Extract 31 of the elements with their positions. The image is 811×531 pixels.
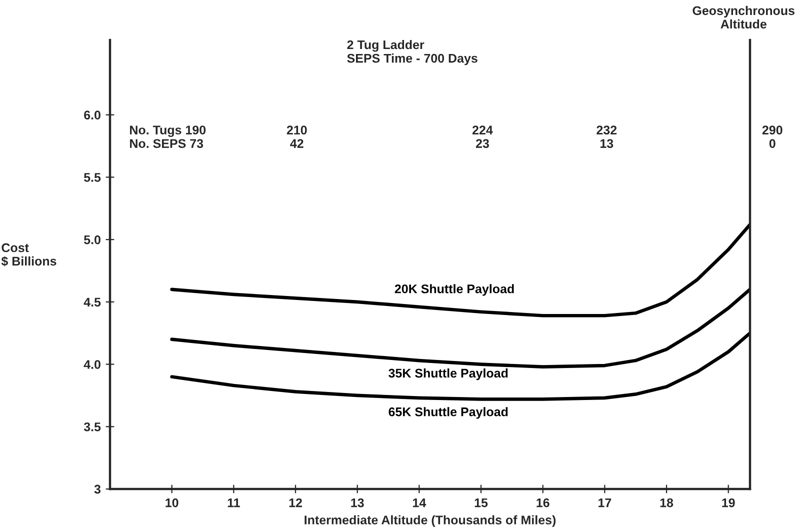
annotation: No. Tugs 190 No. SEPS 73	[130, 126, 206, 148]
x-tick-label: 13	[351, 498, 364, 508]
annotation: 210 42	[286, 126, 307, 148]
x-tick-label: 18	[660, 498, 674, 508]
y-tick-label: 3.5	[84, 422, 101, 432]
series-label: 35K Shuttle Payload	[388, 368, 508, 380]
annotation: 2 Tug Ladder SEPS Time - 700 Days	[347, 40, 478, 66]
y-tick-label: 3	[94, 484, 101, 494]
text: Geosynchronous Altitude	[692, 6, 794, 29]
y-tick-label: 5.0	[84, 235, 100, 244]
y-tick-label: 6.0	[84, 110, 100, 120]
annotation: 224 23	[472, 126, 493, 148]
x-tick-label: 19	[722, 498, 735, 508]
y-tick-label: 5.5	[84, 173, 101, 182]
x-tick-label: 10	[166, 498, 178, 508]
y-tick-label: 4.0	[84, 360, 100, 369]
line-series	[170, 331, 750, 401]
series-label: 20K Shuttle Payload	[394, 284, 514, 296]
x-tick-label: 12	[289, 498, 302, 508]
x-tick-label: 14	[413, 498, 426, 508]
x-axis-title: Intermediate Altitude (Thousands of Miles)	[304, 515, 556, 527]
y-axis-title: Cost $ Billions	[1, 243, 56, 266]
annotation: 232 13	[596, 126, 617, 148]
x-tick-label: 15	[474, 498, 488, 508]
x-tick-label: 17	[598, 498, 612, 508]
x-tick-label: 11	[228, 498, 240, 508]
x-tick-label: 16	[536, 498, 550, 508]
y-tick-label: 4.5	[84, 298, 101, 307]
text: 290 0	[762, 126, 782, 148]
series-label: 65K Shuttle Payload	[388, 407, 508, 419]
line-series	[170, 222, 750, 318]
